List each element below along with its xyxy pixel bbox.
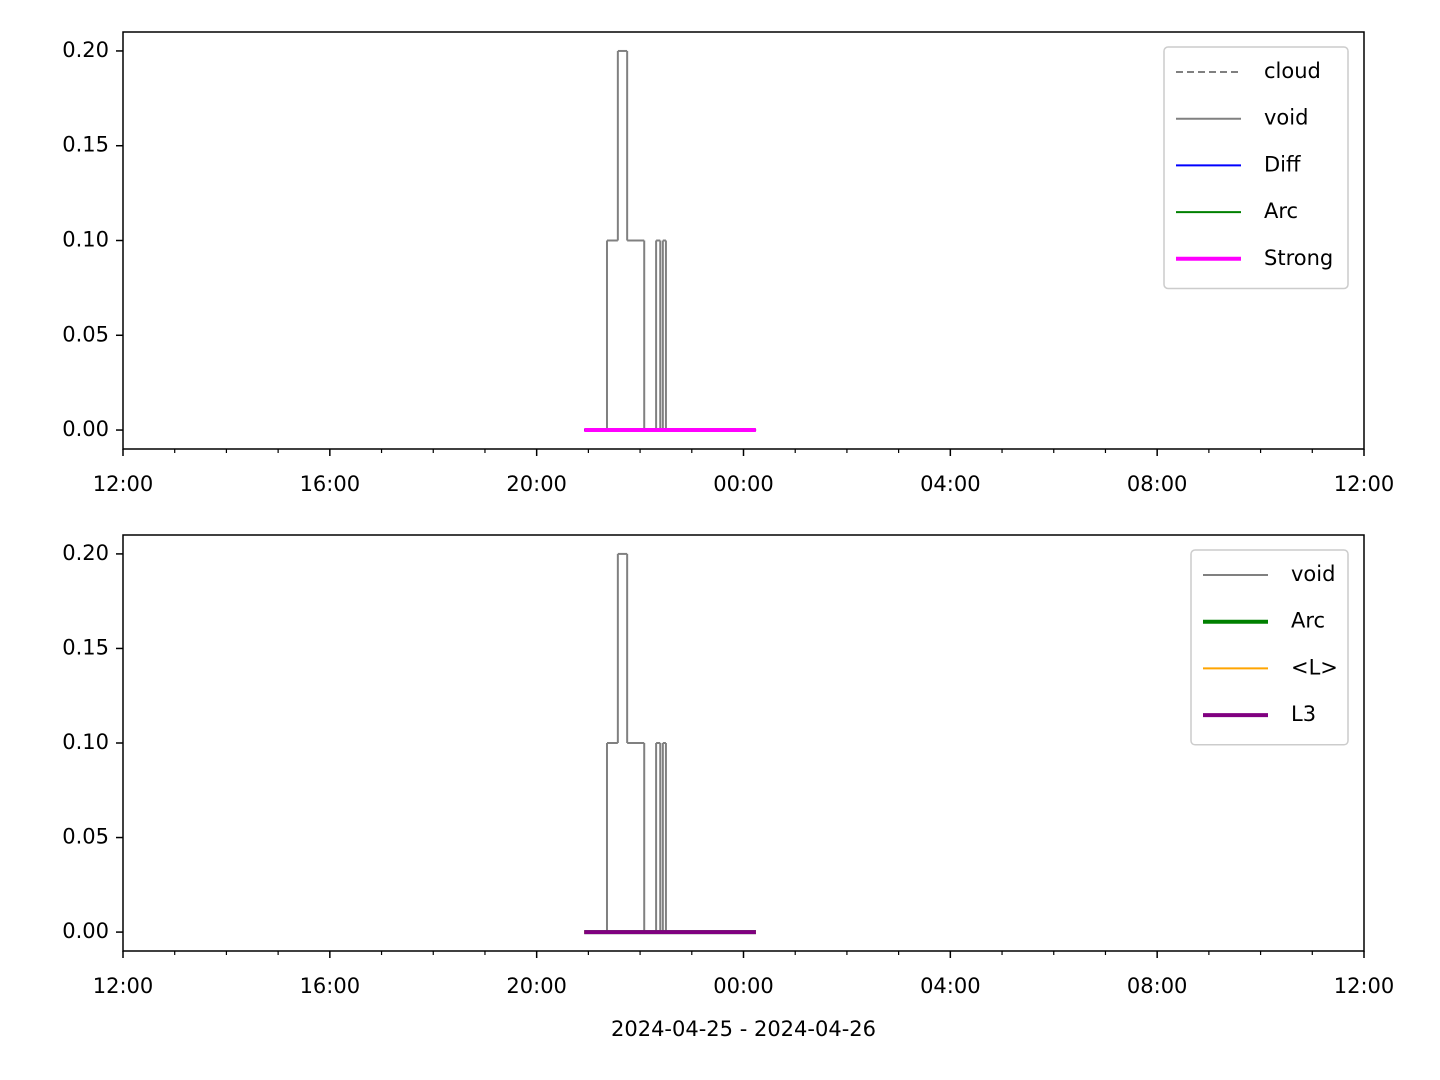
legend-label: void xyxy=(1264,106,1308,130)
legend-label: cloud xyxy=(1264,59,1321,83)
y-tick-label: 0.10 xyxy=(62,730,109,754)
legend-label: void xyxy=(1291,562,1335,586)
x-tick-label: 16:00 xyxy=(300,974,361,998)
x-tick-label: 12:00 xyxy=(93,472,154,496)
x-axis-label: 2024-04-25 - 2024-04-26 xyxy=(611,1017,876,1041)
x-tick-label: 04:00 xyxy=(920,472,981,496)
plot-frame xyxy=(122,31,1365,450)
x-tick-label: 00:00 xyxy=(713,472,774,496)
y-tick-label: 0.20 xyxy=(62,541,109,565)
x-tick-label: 20:00 xyxy=(506,472,567,496)
legend-label: Strong xyxy=(1264,246,1333,270)
y-tick-label: 0.05 xyxy=(62,825,109,849)
x-tick-label: 12:00 xyxy=(1334,472,1395,496)
y-tick-label: 0.20 xyxy=(62,38,109,62)
x-tick-label: 08:00 xyxy=(1127,472,1188,496)
y-tick-label: 0.10 xyxy=(62,228,109,252)
plot-frame xyxy=(122,534,1365,952)
x-tick-label: 16:00 xyxy=(300,472,361,496)
legend-label: Diff xyxy=(1264,152,1301,176)
x-tick-label: 00:00 xyxy=(713,974,774,998)
y-tick-label: 0.05 xyxy=(62,322,109,346)
series xyxy=(584,552,756,934)
legend-label: <L> xyxy=(1291,655,1338,679)
y-tick-label: 0.00 xyxy=(62,417,109,441)
x-tick-label: 12:00 xyxy=(1334,974,1395,998)
x-tick-label: 08:00 xyxy=(1127,974,1188,998)
x-tick-label: 12:00 xyxy=(93,974,154,998)
y-tick-label: 0.15 xyxy=(62,133,109,157)
legend-box xyxy=(1190,549,1349,746)
x-tick-label: 20:00 xyxy=(506,974,567,998)
legend-box xyxy=(1163,46,1349,290)
series xyxy=(584,49,756,432)
legend-label: Arc xyxy=(1264,199,1298,223)
y-tick-label: 0.15 xyxy=(62,635,109,659)
legend-label: Arc xyxy=(1291,609,1325,633)
y-tick-label: 0.00 xyxy=(62,919,109,943)
legend-label: L3 xyxy=(1291,702,1316,726)
x-tick-label: 04:00 xyxy=(920,974,981,998)
